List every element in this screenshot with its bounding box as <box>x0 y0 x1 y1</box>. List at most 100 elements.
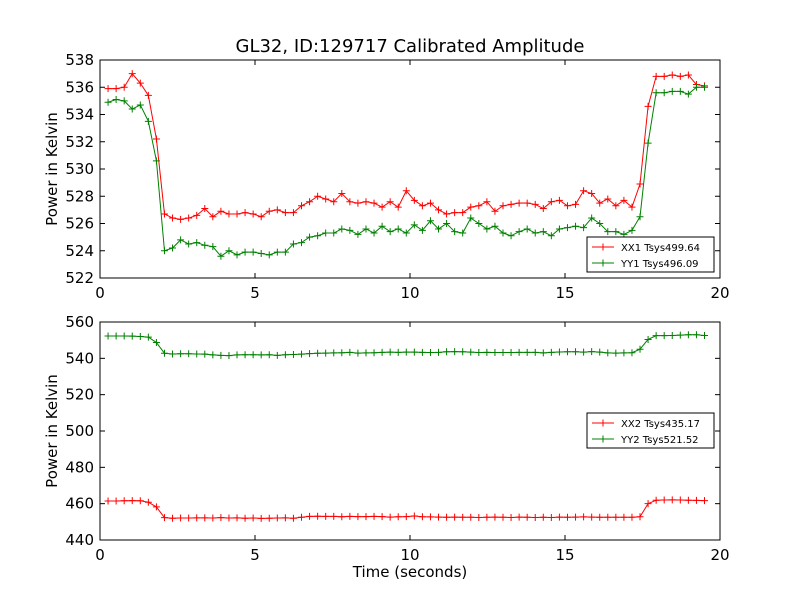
data-point <box>120 97 128 105</box>
data-point <box>128 332 136 340</box>
data-point <box>394 225 402 233</box>
data-point <box>394 513 402 521</box>
data-point <box>451 209 459 217</box>
data-point <box>225 352 233 360</box>
data-point <box>523 348 531 356</box>
data-point <box>362 513 370 521</box>
series-1 <box>104 496 708 522</box>
data-point <box>692 496 700 504</box>
data-point <box>322 512 330 520</box>
data-point <box>515 228 523 236</box>
y-tick-label: 440 <box>65 531 94 549</box>
data-point <box>362 349 370 357</box>
series-2 <box>104 331 708 360</box>
data-point <box>104 98 112 106</box>
legend: XX2 Tsys435.17 YY2 Tsys521.52 <box>586 412 715 449</box>
data-point <box>426 199 434 207</box>
data-point <box>281 351 289 359</box>
data-point <box>644 500 652 508</box>
data-point <box>563 202 571 210</box>
data-point <box>636 513 644 521</box>
data-point <box>233 210 241 218</box>
data-point <box>435 513 443 521</box>
data-point <box>160 514 168 522</box>
data-point <box>144 117 152 125</box>
data-point <box>580 224 588 232</box>
data-point <box>273 514 281 522</box>
y-tick-label: 524 <box>65 242 94 260</box>
data-point <box>144 333 152 341</box>
data-point <box>217 207 225 215</box>
data-point <box>257 351 265 359</box>
data-point <box>620 349 628 357</box>
data-point <box>539 349 547 357</box>
data-point <box>612 349 620 357</box>
data-point <box>491 222 499 230</box>
data-point <box>354 513 362 521</box>
data-point <box>531 229 539 237</box>
data-point <box>491 207 499 215</box>
data-point <box>580 513 588 521</box>
legend-label: XX2 Tsys435.17 <box>621 419 700 430</box>
data-point <box>128 105 136 113</box>
data-point <box>322 229 330 237</box>
data-point <box>620 196 628 204</box>
data-point <box>499 349 507 357</box>
data-point <box>580 348 588 356</box>
legend: XX1 Tsys499.64 YY1 Tsys496.09 <box>586 236 715 273</box>
data-point <box>169 244 177 252</box>
bottom-panel: 0 5 10 15 20 440 460 480 500 520 540 560 Power in Ke… <box>43 313 730 564</box>
chart-title: GL32, ID:129717 Calibrated Amplitude <box>236 36 585 57</box>
data-point <box>692 331 700 339</box>
data-point <box>402 513 410 521</box>
data-point <box>426 349 434 357</box>
data-point <box>402 187 410 195</box>
data-point <box>257 514 265 522</box>
data-point <box>499 202 507 210</box>
data-point <box>475 220 483 227</box>
data-point <box>539 205 547 213</box>
data-point <box>152 157 160 165</box>
data-point <box>628 513 636 521</box>
data-point <box>435 225 443 233</box>
data-point <box>249 248 257 256</box>
data-point <box>185 240 193 248</box>
data-point <box>249 210 257 218</box>
data-point <box>435 206 443 214</box>
legend-marker <box>599 243 607 251</box>
data-point <box>281 514 289 522</box>
data-point <box>644 335 652 343</box>
data-point <box>136 333 144 341</box>
legend-label: YY2 Tsys521.52 <box>620 435 699 446</box>
data-point <box>572 348 580 356</box>
data-point <box>185 514 193 522</box>
data-point <box>491 513 499 521</box>
data-point <box>588 513 596 521</box>
data-point <box>443 220 451 227</box>
data-point <box>225 514 233 522</box>
data-point <box>451 348 459 356</box>
data-point <box>426 217 434 225</box>
y-tick-label: 460 <box>65 495 94 513</box>
data-point <box>112 332 120 340</box>
data-point <box>515 199 523 207</box>
data-point <box>523 199 531 207</box>
data-point <box>249 514 257 522</box>
data-point <box>418 513 426 521</box>
data-point <box>515 348 523 356</box>
data-point <box>201 514 209 522</box>
data-point <box>523 225 531 233</box>
y-tick-label: 538 <box>65 51 94 69</box>
data-point <box>499 513 507 521</box>
legend-entry: XX2 Tsys435.17 <box>592 419 700 430</box>
data-point <box>451 513 459 521</box>
data-point <box>612 513 620 521</box>
data-point <box>144 91 152 99</box>
data-point <box>652 496 660 504</box>
data-point <box>636 213 644 221</box>
data-point <box>378 222 386 230</box>
data-point <box>177 236 185 244</box>
data-point <box>330 512 338 520</box>
y-tick-label: 520 <box>65 386 94 404</box>
data-point <box>620 513 628 521</box>
